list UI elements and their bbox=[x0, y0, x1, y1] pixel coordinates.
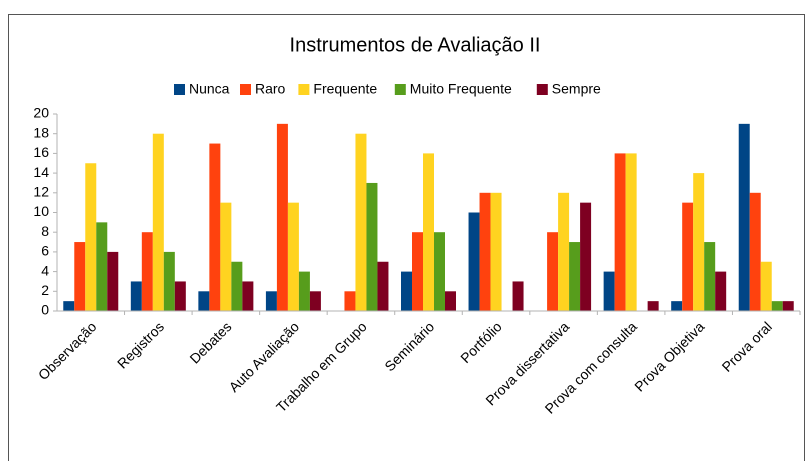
legend-swatch bbox=[298, 84, 310, 95]
bar bbox=[141, 232, 153, 311]
bar bbox=[580, 202, 592, 311]
legend-label: Nunca bbox=[189, 81, 230, 97]
bar bbox=[771, 301, 783, 311]
bar bbox=[174, 281, 186, 311]
bar bbox=[715, 271, 727, 311]
bar bbox=[782, 301, 794, 311]
chart-frame bbox=[8, 14, 805, 461]
bar bbox=[366, 182, 378, 311]
bar bbox=[220, 202, 232, 311]
bar bbox=[344, 291, 356, 311]
bar bbox=[647, 301, 659, 311]
bar bbox=[671, 301, 683, 311]
legend-swatch bbox=[536, 84, 548, 95]
y-tick-label: 2 bbox=[41, 282, 49, 298]
y-tick-label: 18 bbox=[33, 124, 49, 140]
bar bbox=[265, 291, 277, 311]
y-tick-label: 0 bbox=[41, 302, 49, 318]
legend-swatch bbox=[174, 84, 185, 95]
bar bbox=[749, 192, 761, 311]
bar bbox=[760, 261, 772, 311]
bar bbox=[96, 222, 108, 311]
bar bbox=[242, 281, 254, 311]
bar bbox=[423, 153, 434, 311]
legend-label: Sempre bbox=[552, 81, 601, 97]
bar bbox=[355, 133, 367, 311]
bar bbox=[298, 271, 310, 311]
legend-swatch bbox=[394, 84, 406, 95]
bar bbox=[63, 301, 75, 311]
bar bbox=[130, 281, 142, 311]
bar bbox=[693, 173, 705, 311]
y-tick-label: 14 bbox=[33, 164, 49, 180]
bar bbox=[547, 232, 559, 311]
bar bbox=[479, 192, 491, 311]
bar bbox=[107, 251, 119, 311]
bar bbox=[738, 123, 750, 311]
bar bbox=[377, 261, 389, 311]
legend-label: Raro bbox=[255, 81, 286, 97]
y-tick-label: 16 bbox=[33, 144, 49, 160]
bar bbox=[231, 261, 243, 311]
bar bbox=[412, 232, 423, 311]
chart-title: Instrumentos de Avaliação II bbox=[290, 34, 541, 56]
bar bbox=[625, 153, 637, 311]
bar bbox=[198, 291, 210, 311]
bar bbox=[401, 271, 412, 311]
legend-swatch bbox=[240, 84, 251, 95]
bar bbox=[704, 242, 716, 311]
bar bbox=[512, 281, 524, 311]
legend: Nunca Raro Frequente Muito Frequente Sempre bbox=[174, 81, 601, 97]
bar bbox=[287, 202, 299, 311]
bar bbox=[614, 153, 626, 311]
bar bbox=[468, 212, 480, 311]
y-tick-label: 10 bbox=[33, 203, 49, 219]
bar bbox=[85, 163, 97, 311]
bar bbox=[209, 143, 221, 311]
bar bbox=[74, 242, 86, 311]
bar bbox=[445, 291, 456, 311]
y-tick-label: 8 bbox=[41, 223, 49, 239]
y-tick-label: 20 bbox=[33, 105, 49, 121]
bar bbox=[163, 251, 175, 311]
legend-label: Frequente bbox=[313, 81, 377, 97]
bar bbox=[603, 271, 615, 311]
bar bbox=[309, 291, 321, 311]
y-tick-label: 4 bbox=[41, 262, 49, 278]
y-tick-label: 6 bbox=[41, 243, 49, 259]
bar bbox=[682, 202, 694, 311]
bar bbox=[434, 232, 445, 311]
bar bbox=[276, 123, 288, 311]
bar bbox=[558, 192, 570, 311]
y-tick-label: 12 bbox=[33, 184, 49, 200]
legend-label: Muito Frequente bbox=[410, 81, 512, 97]
bar bbox=[490, 192, 502, 311]
bar bbox=[569, 242, 581, 311]
bar bbox=[152, 133, 164, 311]
